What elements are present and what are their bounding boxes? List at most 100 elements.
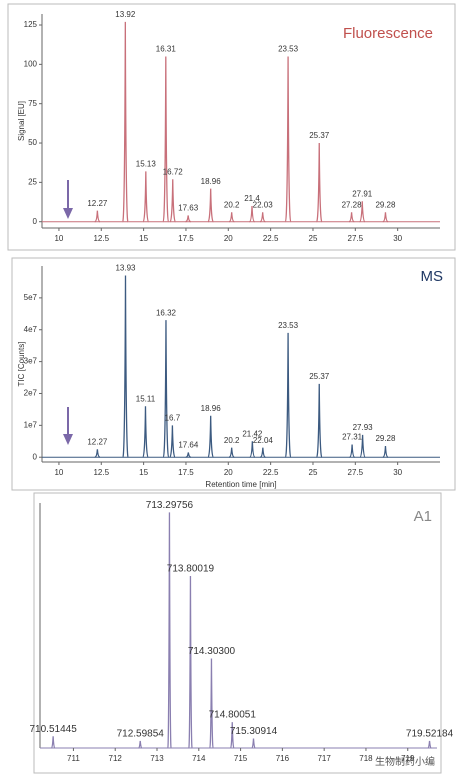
peak (207, 415, 214, 458)
x-tick-label: 27.5 (348, 468, 364, 477)
peak-label: 719.52184 (406, 729, 454, 740)
peak-label: 27.28 (342, 200, 363, 209)
peak-label: 15.13 (136, 159, 157, 168)
x-tick-label: 715 (234, 754, 248, 763)
peak-label: 12.27 (87, 437, 108, 446)
x-tick-label: 712 (109, 754, 123, 763)
peak (249, 205, 255, 223)
panel-frame (33, 492, 442, 774)
watermark: 生物制药小编 (375, 755, 435, 768)
x-tick-label: 15 (139, 234, 148, 243)
peak (315, 383, 323, 458)
peak (284, 56, 292, 223)
x-tick-label: 17.5 (178, 468, 194, 477)
peak (142, 406, 149, 458)
peak-label: 714.80051 (209, 710, 257, 721)
peak (50, 736, 56, 749)
x-tick-label: 718 (359, 754, 373, 763)
peak-label: 16.72 (163, 167, 184, 176)
x-axis-label: Retention time [min] (205, 480, 276, 489)
panel-frame (7, 3, 456, 251)
peak-label: 17.63 (178, 204, 199, 213)
peak-label: 713.80019 (167, 564, 215, 575)
peak-label: 25.37 (309, 131, 330, 140)
x-tick-label: 30 (393, 234, 402, 243)
peak-label: 21.42 (242, 429, 263, 438)
y-tick-label: 125 (24, 20, 38, 29)
x-tick-label: 716 (276, 754, 290, 763)
x-tick-label: 713 (150, 754, 164, 763)
y-tick-label: 4e7 (24, 325, 38, 334)
peak-label: 710.51445 (30, 724, 78, 735)
y-tick-label: 50 (28, 138, 37, 147)
peak (162, 320, 170, 458)
peak (228, 447, 235, 458)
arrow (63, 407, 73, 445)
peak (162, 56, 170, 223)
peak (359, 434, 366, 458)
y-tick-label: 75 (28, 99, 37, 108)
peak (167, 512, 172, 749)
peak (94, 449, 101, 458)
peak-label: 29.28 (375, 434, 396, 443)
peak (349, 444, 355, 458)
peak-label: 13.92 (115, 10, 136, 19)
x-tick-label: 12.5 (93, 468, 109, 477)
peak (359, 201, 366, 223)
peak (230, 722, 235, 749)
peak-label: 23.53 (278, 45, 299, 54)
peak (209, 658, 214, 749)
peak (249, 441, 256, 458)
peak (122, 275, 129, 458)
x-tick-label: 10 (54, 468, 63, 477)
x-tick-label: 10 (54, 234, 63, 243)
y-tick-label: 2e7 (24, 389, 38, 398)
peak (382, 212, 389, 223)
peak-label: 16.7 (165, 413, 181, 422)
peak-label: 21.4 (244, 194, 260, 203)
panel-title: Fluorescence (343, 25, 433, 42)
x-tick-label: 30 (393, 468, 402, 477)
x-tick-label: 711 (67, 754, 80, 763)
y-tick-label: 25 (28, 177, 37, 186)
peak-label: 22.04 (253, 436, 274, 445)
x-tick-label: 22.5 (263, 468, 279, 477)
y-tick-label: 3e7 (24, 357, 38, 366)
peak-label: 715.30914 (230, 726, 278, 737)
peak-label: 13.93 (115, 264, 136, 273)
peak-label: 20.2 (224, 200, 240, 209)
x-tick-label: 25 (309, 468, 318, 477)
peak-label: 713.29756 (146, 500, 194, 511)
y-axis-label: TIC [Counts] (17, 342, 26, 387)
peak-label: 18.96 (201, 177, 222, 186)
peak-label: 27.91 (352, 189, 373, 198)
peak (315, 143, 323, 223)
peak-label: 22.03 (253, 200, 274, 209)
peak (251, 738, 256, 749)
peak (138, 740, 143, 749)
y-tick-label: 1e7 (24, 420, 38, 429)
peak (427, 740, 432, 749)
peak-label: 27.31 (342, 433, 363, 442)
x-tick-label: 719 (401, 754, 415, 763)
peak-label: 27.93 (353, 423, 374, 432)
x-tick-label: 20 (224, 234, 233, 243)
arrow (63, 180, 73, 219)
peak-label: 25.37 (309, 372, 330, 381)
x-tick-label: 20 (224, 468, 233, 477)
peak-label: 29.28 (375, 200, 396, 209)
peak (188, 576, 193, 749)
peak (169, 425, 176, 458)
y-tick-label: 0 (33, 452, 38, 461)
peak-label: 20.2 (224, 436, 240, 445)
x-tick-label: 12.5 (93, 234, 109, 243)
peak (382, 446, 389, 458)
x-tick-label: 714 (192, 754, 206, 763)
peak (284, 332, 292, 458)
peak (259, 212, 266, 223)
x-tick-label: 17.5 (178, 234, 194, 243)
x-tick-label: 25 (309, 234, 318, 243)
y-tick-label: 0 (33, 217, 38, 226)
peak (185, 452, 192, 458)
